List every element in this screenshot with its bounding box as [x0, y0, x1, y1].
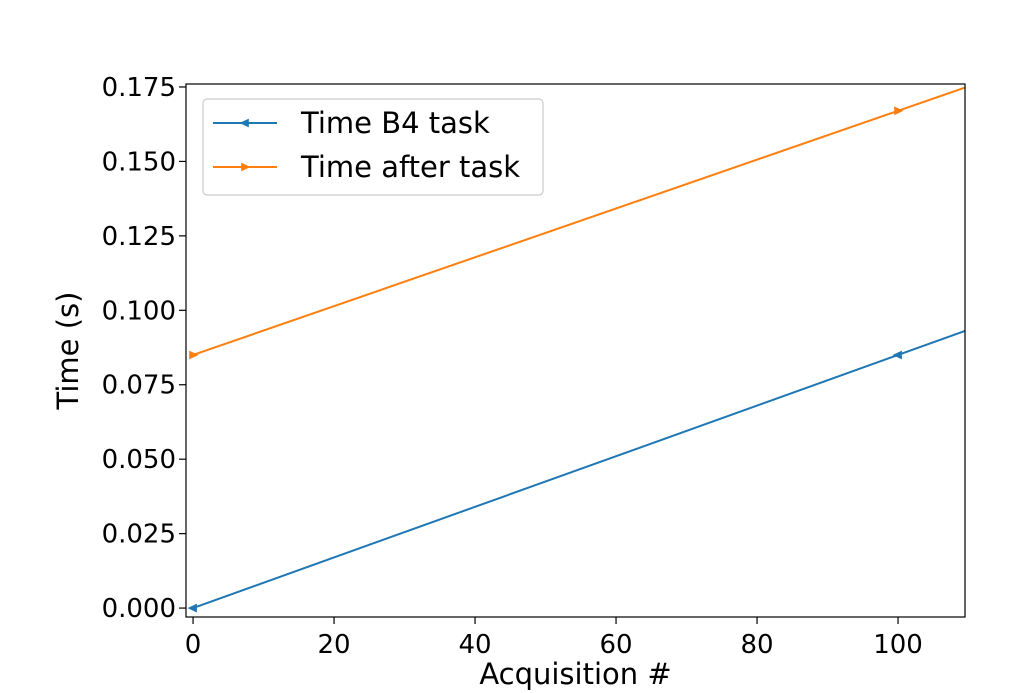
- legend: Time B4 task Time after task: [202, 98, 544, 196]
- legend-box: [202, 98, 544, 196]
- y-tick-label: 0.000: [102, 594, 176, 624]
- y-tick-label: 0.125: [102, 222, 176, 252]
- y-tick-label: 0.175: [102, 73, 176, 103]
- x-axis-label: Acquisition #: [479, 657, 671, 691]
- series-1-marker: [187, 603, 197, 613]
- x-tick-label: 40: [458, 630, 491, 660]
- x-tick-label: 0: [185, 630, 202, 660]
- y-tick-label: 0.075: [102, 371, 176, 401]
- series-2-marker: [189, 350, 199, 360]
- series-1-marker: [892, 350, 902, 360]
- legend-marker-1: [239, 118, 249, 128]
- y-tick-label: 0.025: [102, 520, 176, 550]
- x-tick-label: 100: [873, 630, 923, 660]
- y-axis: 0.000 0.025 0.050 0.075 0.100 0.125 0.150 0.175: [102, 73, 186, 624]
- y-axis-label: Time (s): [51, 292, 85, 411]
- y-tick-label: 0.100: [102, 296, 176, 326]
- y-tick-label: 0.150: [102, 147, 176, 177]
- x-axis: 0 20 40 60 80 100: [185, 617, 923, 660]
- y-tick-label: 0.050: [102, 445, 176, 475]
- legend-label-2: Time after task: [300, 150, 520, 184]
- legend-marker-2: [241, 162, 251, 172]
- series-layer: [187, 86, 965, 613]
- series-2-marker: [894, 106, 904, 116]
- x-tick-label: 20: [317, 630, 350, 660]
- x-tick-label: 60: [599, 630, 632, 660]
- plot-frame: [185, 83, 966, 618]
- x-tick-label: 80: [740, 630, 773, 660]
- legend-label-1: Time B4 task: [300, 106, 490, 140]
